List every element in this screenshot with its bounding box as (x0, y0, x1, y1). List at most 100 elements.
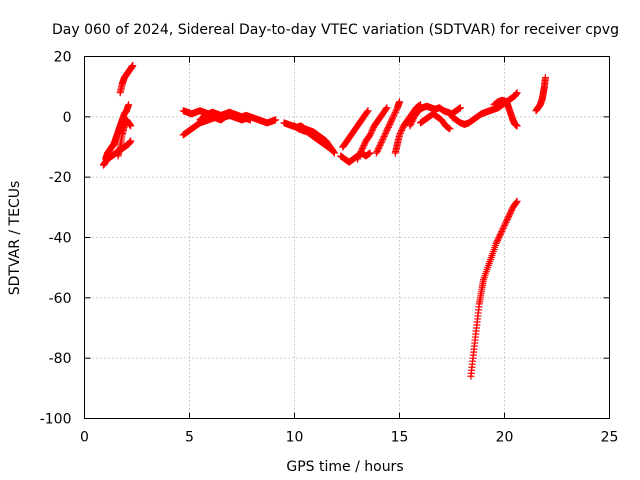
data-point-marker (499, 224, 507, 232)
data-point-marker (358, 145, 366, 153)
series-early-high-track (116, 62, 137, 97)
data-point-marker (407, 120, 415, 128)
data-point-marker (396, 131, 403, 139)
data-point-marker (361, 140, 368, 148)
data-point-marker (386, 120, 394, 128)
data-point-marker (127, 137, 135, 145)
data-point-marker (406, 122, 414, 130)
data-point-marker (495, 234, 503, 241)
data-point-marker (382, 105, 390, 113)
x-axis-label: GPS time / hours (286, 459, 403, 475)
data-point-marker (541, 74, 549, 82)
data-point-marker (498, 226, 506, 234)
data-point-marker (392, 107, 400, 115)
series-morning-track-c (196, 111, 254, 124)
data-point-marker (359, 143, 367, 151)
data-point-marker (501, 221, 508, 229)
data-point-marker (367, 129, 375, 137)
data-point-marker (376, 141, 384, 149)
data-point-marker (355, 152, 363, 160)
data-point-marker (356, 149, 364, 157)
data-point-marker (356, 151, 364, 159)
y-tick-label: 0 (63, 110, 72, 126)
y-tick-label: -100 (40, 412, 72, 428)
series-midday-track-b (291, 122, 336, 154)
data-point-marker (354, 155, 361, 163)
data-point-marker (382, 129, 389, 137)
data-point-marker (408, 117, 416, 125)
data-point-marker (398, 126, 406, 134)
data-point-marker (505, 212, 513, 220)
y-tick-label: -80 (49, 351, 72, 367)
data-point-marker (354, 154, 362, 162)
data-point-marker (366, 131, 374, 139)
data-points (99, 62, 549, 380)
data-point-marker (383, 126, 391, 134)
data-point-marker (390, 111, 398, 119)
data-point-marker (364, 107, 372, 115)
plot-frame (84, 56, 610, 419)
series-afternoon-rise-b (354, 104, 391, 163)
data-point-marker (378, 137, 386, 145)
series-late-plunge (467, 197, 521, 380)
x-tick-label: 20 (496, 430, 514, 446)
data-point-marker (492, 240, 500, 248)
data-point-marker (358, 146, 366, 154)
data-point-marker (389, 113, 397, 121)
data-point-marker (494, 237, 501, 245)
data-point-marker (502, 218, 510, 226)
series-late-high-track (532, 74, 549, 115)
data-point-marker (374, 146, 382, 154)
data-point-marker (512, 198, 520, 206)
data-point-marker (385, 122, 393, 130)
data-point-marker (409, 116, 417, 124)
series-evening-track-a (406, 102, 464, 130)
data-point-marker (375, 145, 382, 153)
data-point-marker (328, 146, 336, 154)
data-point-marker (503, 217, 511, 225)
data-point-marker (456, 104, 464, 112)
series-evening-track-b (417, 110, 454, 133)
series-early-mid-track (114, 116, 135, 160)
data-point-marker (129, 62, 137, 70)
data-point-marker (501, 220, 509, 228)
data-point-marker (368, 126, 376, 134)
data-point-marker (508, 206, 515, 214)
data-point-marker (498, 227, 506, 235)
data-point-marker (496, 232, 504, 240)
data-point-marker (493, 238, 501, 246)
data-point-marker (396, 129, 404, 137)
y-axis-label: SDTVAR / TECUs (7, 181, 23, 296)
data-point-marker (368, 128, 375, 136)
data-point-marker (397, 128, 405, 136)
data-point-marker (375, 143, 383, 151)
data-point-marker (272, 116, 280, 124)
series-evening-track-d (490, 96, 521, 130)
data-point-marker (507, 208, 515, 216)
data-point-marker (127, 122, 135, 130)
series-afternoon-rise-c (372, 98, 403, 157)
data-point-marker (494, 235, 502, 243)
data-point-marker (389, 114, 396, 122)
data-point-marker (360, 141, 368, 149)
data-point-marker (497, 229, 505, 237)
data-point-marker (398, 125, 406, 133)
data-point-marker (396, 98, 403, 106)
data-point-marker (446, 125, 454, 133)
data-point-marker (369, 125, 377, 133)
x-tick-label: 0 (80, 430, 89, 446)
chart-title: Day 060 of 2024, Sidereal Day-to-day VTE… (52, 22, 619, 38)
data-point-marker (407, 119, 415, 127)
data-point-marker (383, 104, 391, 112)
data-point-marker (379, 135, 387, 143)
data-point-marker (384, 123, 392, 131)
x-tick-label: 15 (391, 430, 409, 446)
data-point-marker (388, 116, 396, 124)
data-point-marker (380, 132, 388, 140)
y-tick-label: -20 (49, 170, 72, 186)
x-tick-label: 5 (185, 430, 194, 446)
data-point-marker (504, 214, 512, 222)
data-point-marker (513, 122, 521, 130)
data-point-marker (382, 128, 390, 136)
